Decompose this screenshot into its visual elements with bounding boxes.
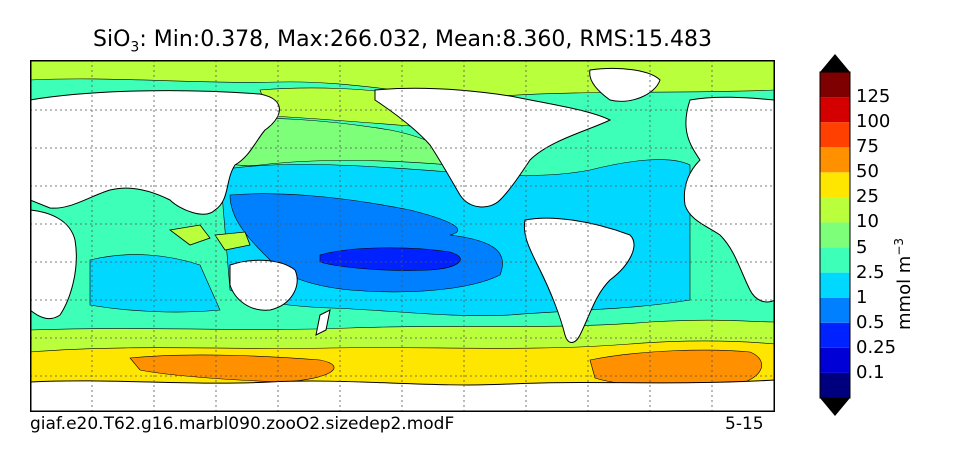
colorbar-units-label: mmol m−3	[892, 238, 915, 330]
colorbar-swatch	[820, 272, 850, 298]
colorbar-tick-label: 50	[856, 161, 879, 183]
colorbar-swatch	[820, 322, 850, 348]
title-stats: : Min:0.378, Max:266.032, Mean:8.360, RM…	[139, 27, 712, 52]
map-frame	[30, 60, 775, 412]
title-variable: SiO	[93, 27, 131, 52]
antarctica-land	[30, 379, 775, 412]
colorbar-tick-label: 1	[856, 286, 868, 308]
years-label: 5-15	[725, 414, 764, 434]
units-exponent: −3	[892, 237, 906, 256]
africa-land	[30, 209, 77, 320]
colorbar-tick-label: 10	[856, 211, 879, 233]
colorbar-swatch	[820, 122, 850, 148]
colorbar-swatch	[820, 222, 850, 248]
colorbar-swatch	[820, 72, 850, 98]
plot-title: SiO3: Min:0.378, Max:266.032, Mean:8.360…	[30, 27, 775, 55]
colorbar-swatch	[820, 372, 850, 398]
colorbar-tick-label: 5	[856, 236, 868, 258]
colorbar-swatch	[820, 247, 850, 273]
indonesia-land	[169, 224, 251, 251]
title-variable-subscript: 3	[130, 39, 140, 56]
south-america-land	[523, 217, 635, 343]
colorbar-swatch	[820, 347, 850, 373]
new-zealand-land	[315, 309, 331, 336]
colorbar-tick-label: 100	[856, 111, 891, 133]
colorbar-min-extend	[820, 398, 850, 416]
colorbar-tick-label: 75	[856, 136, 879, 158]
case-name: giaf.e20.T62.g16.marbl090.zooO2.sizedep2…	[30, 414, 455, 434]
indian-cyan-region	[89, 254, 221, 313]
colorbar-tick-label: 0.25	[856, 336, 897, 358]
colorbar	[819, 54, 851, 416]
colorbar-tick-label: 125	[856, 86, 891, 108]
colorbar-tick-label: 2.5	[856, 261, 885, 283]
antarctic-orange-west	[129, 354, 335, 383]
australia-land	[229, 259, 298, 311]
greenland-land	[589, 67, 661, 102]
colorbar-frame	[819, 71, 851, 399]
colorbar-swatch	[820, 297, 850, 323]
colorbar-swatch	[820, 172, 850, 198]
colorbar-tick-label: 25	[856, 186, 879, 208]
pacific-darkest-region	[319, 247, 461, 271]
colorbar-swatch	[820, 197, 850, 223]
colorbar-tick-label: 0.5	[856, 311, 885, 333]
map-gridlines	[30, 60, 775, 412]
colorbar-swatch	[820, 147, 850, 173]
colorbar-swatch	[820, 97, 850, 123]
colorbar-max-extend	[820, 54, 850, 72]
world-map	[30, 60, 775, 412]
units-base: mmol m	[894, 255, 915, 330]
colorbar-tick-label: 0.1	[856, 361, 885, 383]
